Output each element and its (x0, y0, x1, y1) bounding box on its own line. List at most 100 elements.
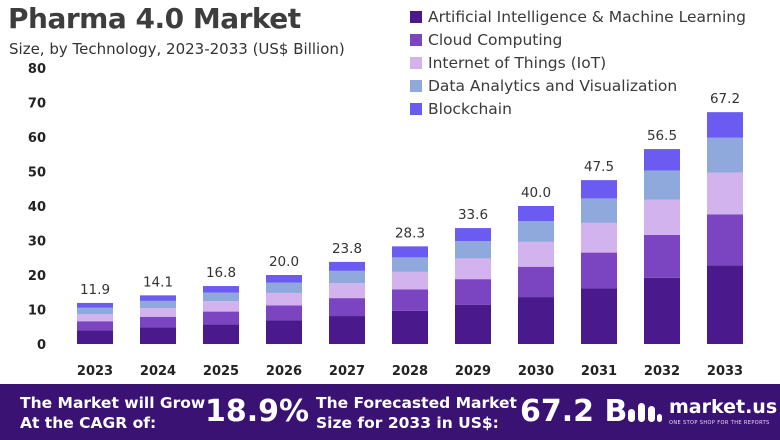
bar-total-label: 11.9 (80, 282, 110, 298)
cagr-caption-line-2: At the CAGR of: (20, 414, 157, 432)
bar-segment-internet-of-things-iot (203, 301, 239, 312)
bar-segment-internet-of-things-iot (455, 258, 491, 280)
y-tick-label: 30 (28, 235, 46, 250)
y-tick-label: 0 (37, 338, 46, 353)
bar-segment-blockchain (518, 206, 554, 222)
bar-segment-data-analytics-and-visualization (266, 282, 302, 293)
bar-segment-cloud-computing (707, 214, 743, 266)
legend-item-blockchain: Blockchain (410, 97, 746, 120)
cagr-caption-line-1: The Market will Grow (20, 394, 206, 412)
bar-segment-artificial-intelligence-machine-learning (203, 324, 239, 344)
bar-segment-cloud-computing (203, 311, 239, 325)
x-tick-label: 2030 (518, 364, 554, 379)
bar-segment-cloud-computing (644, 234, 680, 278)
legend-swatch-analytics (410, 79, 422, 92)
bar-total-label: 67.2 (710, 91, 740, 107)
brand-name: market.us (669, 396, 778, 418)
legend-label-cloud: Cloud Computing (428, 30, 563, 49)
legend-swatch-iot (410, 56, 422, 69)
bar-segment-data-analytics-and-visualization (644, 170, 680, 200)
y-tick-label: 80 (28, 62, 46, 77)
bar-segment-internet-of-things-iot (707, 172, 743, 215)
forecast-caption-line-1: The Forecasted Market (316, 394, 517, 412)
bar-total-label: 40.0 (521, 185, 551, 201)
bar-segment-blockchain (266, 275, 302, 283)
bar-segment-blockchain (455, 228, 491, 242)
x-tick-label: 2025 (203, 364, 239, 379)
bar-segment-blockchain (644, 149, 680, 171)
bar-segment-data-analytics-and-visualization (392, 257, 428, 272)
bar-total-label: 14.1 (143, 274, 173, 290)
x-tick-label: 2023 (77, 364, 113, 379)
forecast-value: 67.2 B (520, 394, 628, 429)
market-us-logo-icon (628, 403, 662, 422)
brand-tagline: ONE STOP SHOP FOR THE REPORTS (669, 420, 770, 426)
bar-segment-blockchain (203, 286, 239, 293)
bar-segment-cloud-computing (329, 298, 365, 317)
bar-segment-blockchain (392, 246, 428, 258)
x-tick-label: 2029 (455, 364, 491, 379)
bar-segment-blockchain (581, 180, 617, 199)
legend-item-analytics: Data Analytics and Visualization (410, 74, 746, 97)
bar-segment-data-analytics-and-visualization (518, 221, 554, 242)
cagr-value: 18.9% (205, 394, 310, 429)
bar-total-label: 16.8 (206, 265, 236, 281)
x-tick-label: 2028 (392, 364, 428, 379)
bar-segment-cloud-computing (455, 279, 491, 305)
bar-segment-internet-of-things-iot (518, 241, 554, 267)
bar-total-label: 47.5 (584, 159, 614, 175)
x-tick-label: 2027 (329, 364, 365, 379)
y-tick-label: 40 (28, 200, 46, 215)
bar-segment-data-analytics-and-visualization (329, 270, 365, 284)
bar-segment-data-analytics-and-visualization (707, 137, 743, 173)
legend-swatch-ai-ml (410, 10, 422, 23)
legend-label-blockchain: Blockchain (428, 99, 512, 118)
bar-segment-artificial-intelligence-machine-learning (140, 327, 176, 344)
bar-total-label: 56.5 (647, 128, 677, 144)
bar-segment-internet-of-things-iot (329, 283, 365, 299)
bar-segment-blockchain (140, 295, 176, 301)
bar-segment-internet-of-things-iot (392, 271, 428, 290)
bar-segment-data-analytics-and-visualization (140, 300, 176, 309)
legend-swatch-cloud (410, 33, 422, 46)
y-tick-label: 60 (28, 131, 46, 146)
bar-segment-artificial-intelligence-machine-learning (581, 288, 617, 344)
legend-label-analytics: Data Analytics and Visualization (428, 76, 678, 95)
bar-segment-artificial-intelligence-machine-learning (392, 310, 428, 344)
bar-segment-cloud-computing (518, 266, 554, 298)
bar-total-label: 23.8 (332, 241, 362, 257)
bar-segment-internet-of-things-iot (77, 313, 113, 322)
y-tick-label: 10 (28, 304, 46, 319)
bar-segment-blockchain (707, 112, 743, 138)
stacked-bar-chart: 0102030405060708011.9202314.1202416.8202… (28, 62, 743, 379)
x-tick-label: 2024 (140, 364, 176, 379)
bar-segment-cloud-computing (266, 305, 302, 321)
y-tick-label: 20 (28, 269, 46, 284)
chart-legend: Artificial Intelligence & Machine Learni… (410, 5, 746, 120)
bar-segment-cloud-computing (392, 289, 428, 311)
bar-segment-cloud-computing (77, 321, 113, 331)
bar-segment-data-analytics-and-visualization (581, 198, 617, 223)
bar-segment-internet-of-things-iot (644, 199, 680, 235)
forecast-caption-line-2: Size for 2033 in US$: (316, 414, 499, 432)
bar-segment-artificial-intelligence-machine-learning (266, 320, 302, 344)
y-tick-label: 50 (28, 166, 46, 181)
legend-label-ai-ml: Artificial Intelligence & Machine Learni… (428, 7, 746, 26)
x-tick-label: 2033 (707, 364, 743, 379)
bar-total-label: 20.0 (269, 254, 299, 270)
bar-segment-data-analytics-and-visualization (455, 241, 491, 259)
bar-segment-artificial-intelligence-machine-learning (707, 265, 743, 344)
bar-segment-artificial-intelligence-machine-learning (329, 316, 365, 344)
bar-segment-blockchain (329, 261, 365, 271)
bar-total-label: 28.3 (395, 225, 425, 241)
bar-segment-artificial-intelligence-machine-learning (518, 297, 554, 344)
bar-segment-artificial-intelligence-machine-learning (644, 277, 680, 344)
bar-segment-internet-of-things-iot (581, 222, 617, 253)
chart-subtitle: Size, by Technology, 2023-2033 (US$ Bill… (9, 40, 345, 58)
forecast-caption: The Forecasted Market Size for 2033 in U… (316, 393, 517, 433)
x-tick-label: 2032 (644, 364, 680, 379)
y-tick-label: 70 (28, 97, 46, 112)
bar-segment-internet-of-things-iot (140, 308, 176, 317)
bar-segment-cloud-computing (581, 252, 617, 289)
x-tick-label: 2026 (266, 364, 302, 379)
